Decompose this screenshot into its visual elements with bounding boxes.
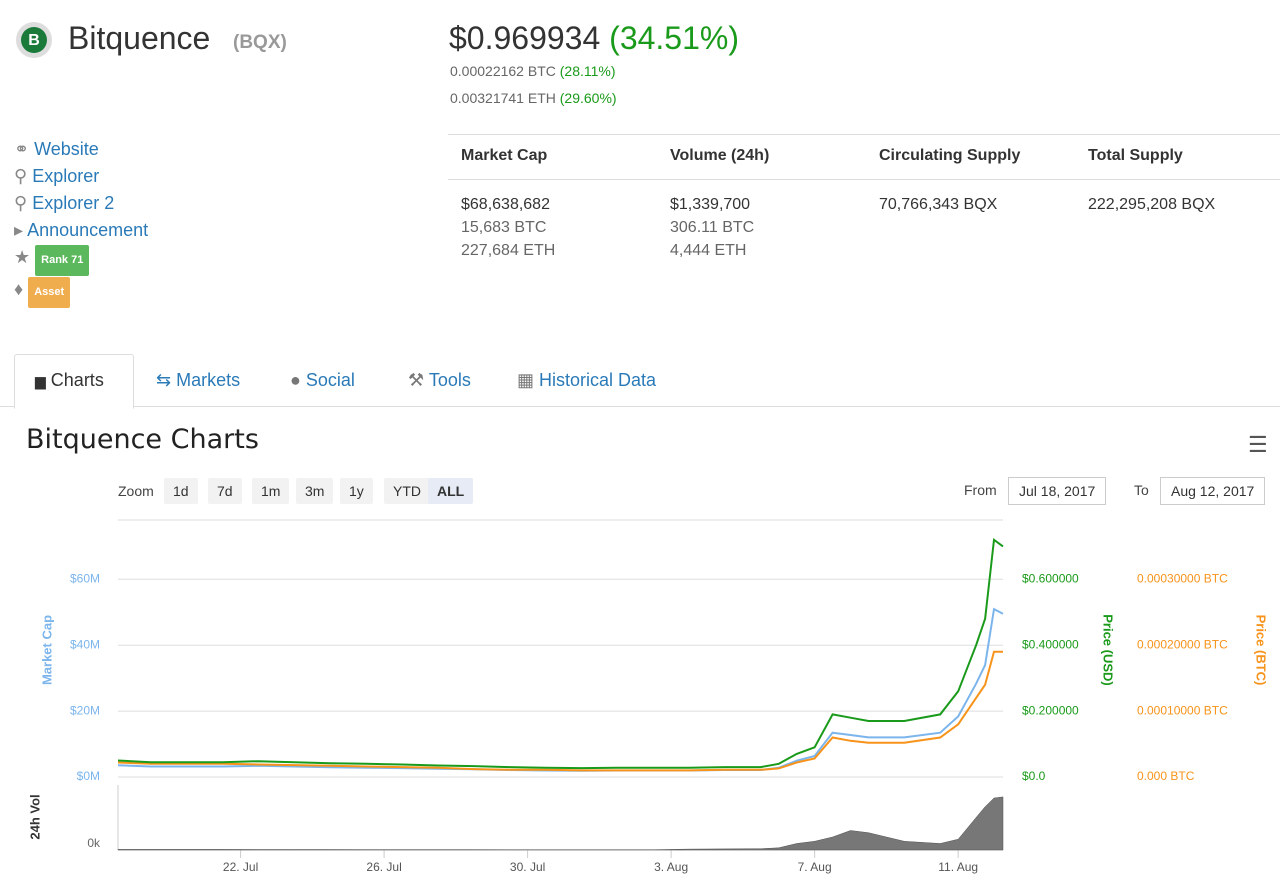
stats-value: 222,295,208 BQX [1088,196,1216,213]
coin-symbol: (BQX) [233,32,287,53]
axis-title: Market Cap [39,615,54,685]
y-tick-label: $0.600000 [1022,571,1079,585]
zoom-button[interactable]: 7d [208,478,242,504]
series-line [117,650,1003,772]
link[interactable]: Website [34,139,99,159]
stats-value: $68,638,682 [461,196,550,213]
badge-row: ★ Rank 71 [14,244,148,276]
y-tick-label: $60M [70,571,100,585]
link[interactable]: Announcement [27,220,149,240]
tab[interactable]: ● Social [290,370,355,390]
volume-area [117,796,1004,851]
y-tick-label: 0k [87,836,101,850]
price-change: (34.51%) [609,20,739,56]
stats-header: Circulating Supply [879,147,1021,164]
series-line [117,607,1004,772]
rank-badge: Rank 71 [35,245,90,276]
tab[interactable]: ⚒ Tools [408,370,471,390]
stats-value: $1,339,700 [670,196,751,213]
x-tick-label: 7. Aug [798,860,832,874]
y-tick-label: 0.00010000 BTC [1137,703,1228,717]
stats-head-border [448,179,1280,180]
zoom-button[interactable]: YTD [384,478,430,504]
axis-title: Price (USD) [1101,614,1116,686]
zoom-button[interactable]: 3m [296,478,334,504]
link-list: ⚭ Website ⚲ Explorer ⚲ Explorer 2 ▸ Anno… [14,136,148,308]
stats-header: Total Supply [1088,147,1183,164]
zoom-button[interactable]: 1d [164,478,198,504]
y-tick-label: $0.0 [1022,769,1046,783]
tab[interactable]: ▆ Charts [35,370,104,390]
y-tick-label: 0.000 BTC [1137,769,1195,783]
y-tick-label: $0M [77,769,100,783]
y-tick-label: $0.400000 [1022,637,1079,651]
tab[interactable]: ▦ Historical Data [517,370,657,390]
badge-row: ♦ Asset [14,276,148,308]
tab-label: Markets [176,370,241,390]
price: $0.969934 (34.51%) [449,20,739,57]
from-label: From [964,482,997,498]
type-badge: Asset [28,277,71,308]
tab-label: Historical Data [539,370,657,390]
tab[interactable]: ⇆ Markets [156,370,241,390]
y-tick-label: $0.200000 [1022,703,1079,717]
link[interactable]: Explorer [32,166,100,186]
tab-label: Charts [50,370,104,390]
x-tick-label: 30. Jul [510,860,545,874]
stats-value: 306.11 BTC [670,219,755,236]
x-tick-label: 3. Aug [654,860,688,874]
active-tab-bg [14,354,134,409]
x-tick-label: 22. Jul [223,860,258,874]
tab-label: Social [305,370,355,390]
stats-value: 15,683 BTC [461,219,547,236]
price-btc: 0.00022162 BTC (28.11%) [450,63,616,79]
stats-header: Volume (24h) [670,147,770,164]
stats-value: 4,444 ETH [670,242,747,259]
x-tick-label: 11. Aug [938,860,978,874]
y-tick-label: 0.00020000 BTC [1137,637,1228,651]
series-line [117,537,1004,770]
to-label: To [1134,482,1149,498]
link-row: ⚲ Explorer 2 [14,193,115,213]
menu-button[interactable]: ☰ [1248,432,1268,457]
stats-top-border [448,134,1280,135]
stats-value: 227,684 ETH [461,242,556,259]
stats-value: 70,766,343 BQX [879,196,998,213]
zoom-button[interactable]: ALL [428,478,474,504]
stats-header: Market Cap [461,147,548,164]
to-input[interactable]: Aug 12, 2017 [1160,477,1266,505]
svg-text:B: B [28,32,40,49]
tab-border [0,406,1280,407]
y-tick-label: $40M [70,637,100,651]
price-usd: $0.969934 [449,20,601,56]
y-tick-label: 0.00030000 BTC [1137,571,1228,585]
eth-change: (29.60%) [559,90,617,106]
y-tick-label: $20M [70,703,100,717]
tab-label: Tools [428,370,471,390]
link[interactable]: Explorer 2 [32,193,115,213]
coin-name: Bitquence [68,20,211,56]
zoom-button[interactable]: 1m [252,478,290,504]
link-row: ▸ Announcement [14,220,149,240]
coin-logo: B [16,22,52,58]
axis-title: Price (BTC) [1254,615,1269,686]
eth-value: 0.00321741 ETH [450,90,556,106]
price-eth: 0.00321741 ETH (29.60%) [450,90,617,106]
btc-change: (28.11%) [559,63,616,79]
axis-title: 24h Vol [27,794,42,839]
chart-section-title: Bitquence Charts [26,424,259,455]
zoom-label: Zoom [118,483,154,499]
x-tick-label: 26. Jul [366,860,401,874]
from-input[interactable]: Jul 18, 2017 [1008,477,1107,505]
zoom-button[interactable]: 1y [340,478,373,504]
link-row: ⚲ Explorer [14,166,100,186]
link-row: ⚭ Website [14,139,99,159]
btc-value: 0.00022162 BTC [450,63,556,79]
